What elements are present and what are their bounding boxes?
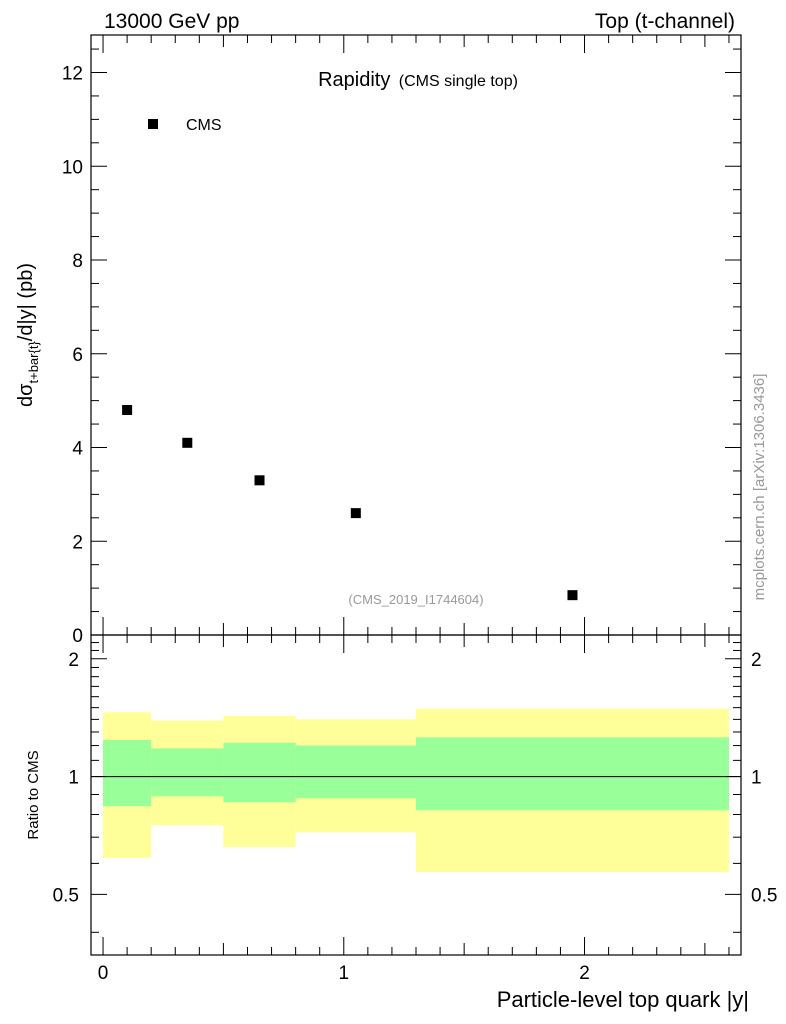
main-y-axis-label-base: dσ	[15, 383, 37, 407]
plot-title-main: Rapidity	[318, 69, 390, 91]
main-y-tick-label: 4	[72, 439, 83, 460]
ratio-y-ticks: 0.5 0.5 1 1 2 2	[53, 642, 777, 933]
analysis-id: (CMS_2019_I1744604)	[348, 592, 483, 607]
x-tick-label: 2	[579, 963, 590, 984]
ratio-inner-band	[223, 742, 296, 803]
ratio-y-tick-label: 0.5	[53, 885, 79, 906]
data-point	[350, 508, 361, 519]
ratio-y-tick-label-right: 1	[751, 768, 762, 789]
main-y-tick-label: 6	[72, 345, 83, 366]
main-y-tick-label: 12	[62, 64, 83, 85]
ratio-y-tick-label-right: 0.5	[751, 885, 777, 906]
ratio-y-tick-label: 2	[68, 650, 79, 671]
main-y-axis-label-sub: t+bar{t}	[26, 341, 41, 384]
ratio-inner-band	[151, 748, 224, 797]
data-point	[254, 475, 265, 486]
main-x-ticks	[102, 35, 730, 635]
ratio-inner-band	[295, 745, 416, 799]
ratio-bands	[103, 708, 729, 873]
plot-title: Rapidity (CMS single top)	[318, 69, 518, 91]
x-tick-label: 0	[98, 963, 109, 984]
ratio-panel: 0.5 0.5 1 1 2 2 0 1 2 Ratio to CMS Particle-lev…	[25, 634, 777, 1012]
main-y-tick-label: 10	[62, 157, 83, 178]
main-y-tick-label: 2	[72, 532, 83, 553]
ratio-y-tick-label-right: 2	[751, 650, 762, 671]
main-y-ticks: 0 2 4 6 8 10 12	[62, 48, 741, 647]
plot-title-sub: (CMS single top)	[399, 73, 518, 90]
ratio-inner-band	[416, 737, 729, 811]
main-y-axis-label-rest: /d|y| (pb)	[15, 263, 37, 341]
data-point	[567, 590, 578, 601]
main-y-tick-label: 8	[72, 251, 83, 272]
ratio-y-axis-label: Ratio to CMS	[25, 750, 42, 839]
ratio-inner-band	[103, 740, 152, 807]
legend-label: CMS	[186, 117, 222, 134]
data-point	[182, 437, 193, 448]
data-point	[122, 405, 133, 415]
x-tick-label: 1	[338, 963, 349, 984]
ratio-y-tick-label: 1	[68, 768, 79, 789]
legend-marker	[148, 119, 158, 129]
x-axis-label: Particle-level top quark |y|	[497, 987, 749, 1012]
main-y-tick-label: 0	[72, 626, 83, 647]
header-right: Top (t-channel)	[595, 10, 735, 33]
ratio-x-ticks: 0 1 2	[98, 635, 730, 984]
watermark: mcplots.cern.ch [arXiv:1306.3436]	[751, 374, 768, 601]
main-data-points	[122, 405, 578, 601]
header-left: 13000 GeV pp	[104, 10, 239, 33]
main-y-axis-label: dσt+bar{t}/d|y| (pb)	[15, 263, 41, 407]
